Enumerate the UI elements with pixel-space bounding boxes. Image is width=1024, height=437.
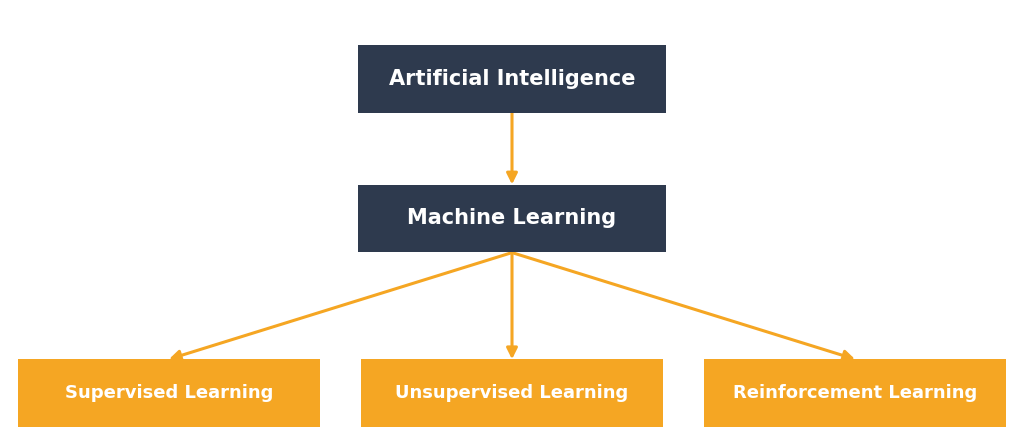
Text: Artificial Intelligence: Artificial Intelligence <box>389 69 635 89</box>
Text: Supervised Learning: Supervised Learning <box>65 384 273 402</box>
Text: Unsupervised Learning: Unsupervised Learning <box>395 384 629 402</box>
FancyBboxPatch shape <box>358 184 666 253</box>
Text: Reinforcement Learning: Reinforcement Learning <box>733 384 977 402</box>
FancyBboxPatch shape <box>358 45 666 113</box>
FancyBboxPatch shape <box>361 359 664 427</box>
Text: Machine Learning: Machine Learning <box>408 208 616 229</box>
FancyBboxPatch shape <box>705 359 1006 427</box>
FancyBboxPatch shape <box>18 359 319 427</box>
